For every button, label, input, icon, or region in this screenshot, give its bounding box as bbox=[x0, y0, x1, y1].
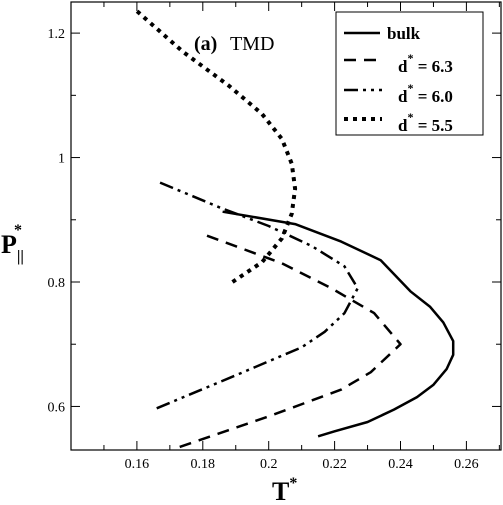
plot-frame bbox=[70, 1, 502, 451]
panel-label-letter: (a) bbox=[194, 33, 217, 55]
legend: bulk d* = 6.3 d* = 6.0 d* = 5.5 bbox=[335, 11, 484, 136]
legend-label-d63-rest: = 6.3 bbox=[413, 57, 452, 76]
legend-label-d63-base: d bbox=[398, 57, 408, 76]
legend-label-d63-sup: * bbox=[407, 51, 413, 65]
x-axis-title-sup: * bbox=[289, 475, 297, 492]
series-line-3 bbox=[132, 6, 298, 284]
x-tick-label: 0.22 bbox=[322, 457, 347, 472]
legend-label-d55: d* = 5.5 bbox=[398, 110, 453, 135]
series-line-1 bbox=[179, 232, 402, 449]
y-axis-title: P|| * bbox=[1, 222, 24, 265]
y-tick-label: 0.6 bbox=[48, 400, 66, 415]
x-tick-label: 0.18 bbox=[191, 457, 216, 472]
legend-label-d55-sup: * bbox=[407, 110, 413, 124]
legend-label-d55-rest: = 5.5 bbox=[413, 116, 452, 135]
y-tick-label: 1.2 bbox=[48, 27, 66, 42]
series-line-0 bbox=[222, 210, 455, 438]
axis-ticks: 0.16 0.18 0.2 0.22 0.24 0.26 0.6 0.8 1 1.2 bbox=[48, 2, 501, 472]
legend-label-d60: d* = 6.0 bbox=[398, 81, 453, 106]
panel-label: (a) TMD bbox=[194, 33, 274, 55]
legend-label-d63: d* = 6.3 bbox=[398, 51, 453, 76]
y-axis-title-main: P bbox=[1, 230, 17, 259]
legend-label-d60-sup: * bbox=[407, 81, 413, 95]
legend-label-d60-base: d bbox=[398, 87, 408, 106]
x-axis-title: T* bbox=[272, 475, 297, 505]
legend-label-bulk: bulk bbox=[387, 24, 421, 43]
y-axis-title-sup: * bbox=[14, 222, 22, 239]
x-tick-label: 0.26 bbox=[454, 457, 479, 472]
series-layer bbox=[132, 6, 455, 449]
y-axis-title-sub: || bbox=[17, 248, 24, 265]
x-tick-label: 0.16 bbox=[125, 457, 150, 472]
y-tick-label: 0.8 bbox=[48, 276, 66, 291]
series-line-2 bbox=[156, 180, 359, 410]
x-tick-label: 0.24 bbox=[388, 457, 413, 472]
legend-label-d55-base: d bbox=[398, 116, 408, 135]
legend-label-bulk-text: bulk bbox=[387, 24, 421, 43]
legend-label-d60-rest: = 6.0 bbox=[413, 87, 452, 106]
y-tick-label: 1 bbox=[58, 152, 65, 167]
chart-title: TMD bbox=[230, 33, 274, 55]
x-axis-title-main: T bbox=[272, 477, 289, 505]
x-tick-label: 0.2 bbox=[260, 457, 278, 472]
